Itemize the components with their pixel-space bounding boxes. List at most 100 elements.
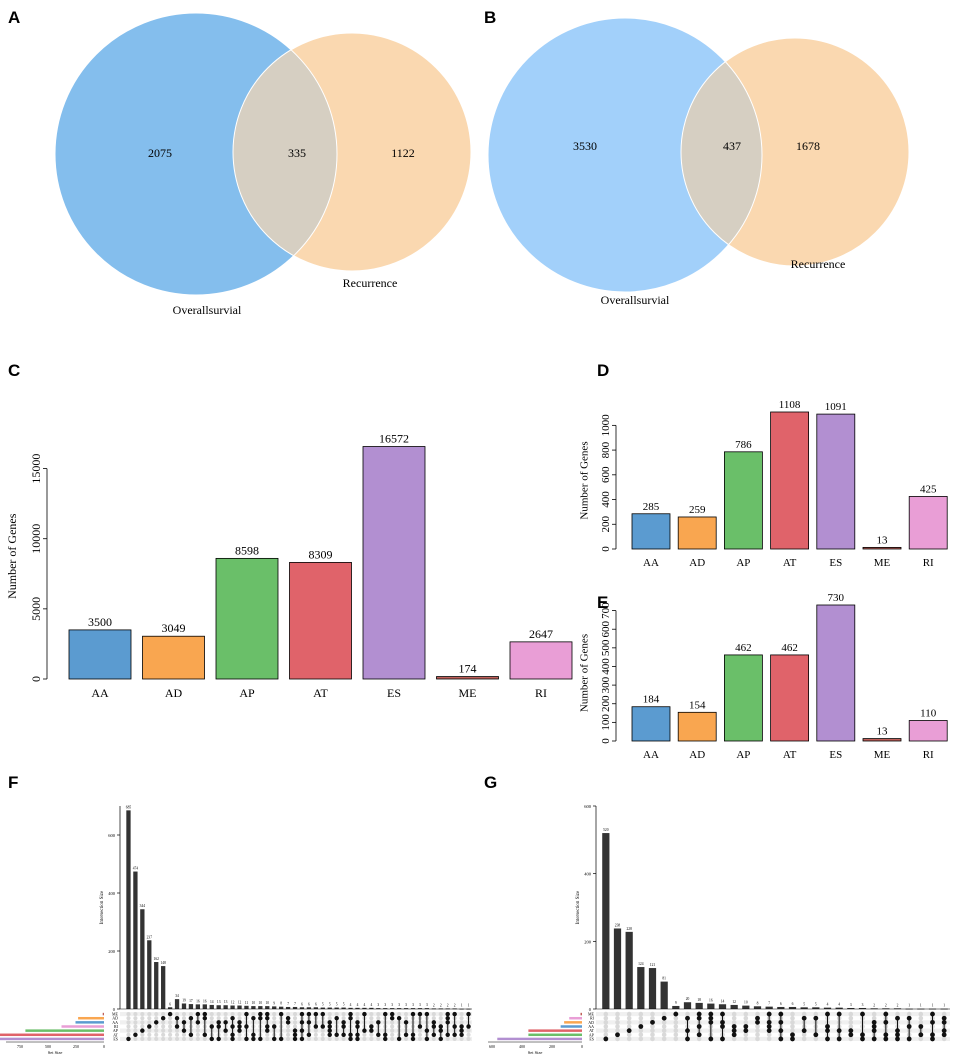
matrix-active-dot bbox=[860, 1036, 865, 1042]
matrix-empty-dot bbox=[223, 1011, 228, 1017]
bar-at bbox=[770, 654, 809, 742]
matrix-active-dot bbox=[883, 1011, 889, 1017]
bar-aa bbox=[68, 629, 132, 680]
matrix-empty-dot bbox=[133, 1011, 138, 1017]
matrix-empty-dot bbox=[801, 1036, 807, 1042]
matrix-empty-dot bbox=[918, 1020, 924, 1025]
matrix-active-dot bbox=[188, 1032, 194, 1038]
matrix-active-dot bbox=[801, 1015, 807, 1021]
matrix-active-dot bbox=[438, 1028, 443, 1033]
y-tick-label: 10000 bbox=[29, 524, 43, 554]
intersection-bar bbox=[154, 962, 159, 1009]
matrix-empty-dot bbox=[195, 1036, 200, 1042]
intersection-bar-value: 4 bbox=[350, 1003, 352, 1007]
matrix-empty-dot bbox=[848, 1015, 854, 1021]
matrix-empty-dot bbox=[168, 1028, 173, 1033]
matrix-empty-dot bbox=[369, 1020, 374, 1025]
intersection-bar bbox=[202, 1004, 207, 1009]
intersection-bar-value: 2 bbox=[447, 1003, 449, 1007]
intersection-bar-value: 34 bbox=[175, 994, 179, 998]
matrix-active-dot bbox=[459, 1032, 464, 1038]
matrix-empty-dot bbox=[195, 1032, 200, 1037]
intersection-bar bbox=[730, 1004, 738, 1009]
matrix-active-dot bbox=[720, 1011, 725, 1017]
intersection-y-tick-label: 0 bbox=[113, 1007, 116, 1012]
matrix-active-dot bbox=[410, 1036, 416, 1042]
matrix-active-dot bbox=[825, 1011, 830, 1017]
matrix-active-dot bbox=[685, 1036, 690, 1042]
matrix-empty-dot bbox=[918, 1011, 924, 1017]
matrix-active-dot bbox=[895, 1032, 900, 1038]
matrix-empty-dot bbox=[181, 1016, 187, 1021]
intersection-bar-value: 19 bbox=[182, 998, 186, 1002]
matrix-empty-dot bbox=[292, 1016, 298, 1021]
matrix-active-dot bbox=[271, 1024, 277, 1029]
set-name-label: RI bbox=[590, 1016, 595, 1021]
matrix-active-dot bbox=[306, 1020, 312, 1025]
matrix-active-dot bbox=[720, 1024, 725, 1029]
matrix-active-dot bbox=[941, 1032, 947, 1038]
matrix-empty-dot bbox=[685, 1011, 690, 1017]
venn-b-right-count: 1678 bbox=[796, 139, 820, 153]
intersection-bar-value: 8 bbox=[280, 1002, 282, 1006]
bar-ad bbox=[677, 711, 717, 742]
matrix-active-dot bbox=[673, 1011, 679, 1017]
intersection-bar-value: 7 bbox=[287, 1002, 289, 1006]
intersection-bar bbox=[369, 1007, 374, 1009]
matrix-active-dot bbox=[883, 1036, 889, 1042]
matrix-empty-dot bbox=[133, 1024, 138, 1029]
intersection-bar bbox=[893, 1008, 902, 1010]
matrix-empty-dot bbox=[355, 1011, 360, 1017]
matrix-empty-dot bbox=[292, 1020, 298, 1025]
matrix-empty-dot bbox=[941, 1011, 947, 1017]
intersection-bar-value: 2 bbox=[433, 1003, 435, 1007]
set-name-label: RI bbox=[114, 1024, 119, 1029]
matrix-active-dot bbox=[848, 1032, 854, 1038]
matrix-empty-dot bbox=[216, 1011, 221, 1017]
matrix-empty-dot bbox=[272, 1016, 277, 1021]
matrix-active-dot bbox=[285, 1015, 291, 1021]
set-size-bar-es bbox=[497, 1037, 582, 1041]
matrix-active-dot bbox=[445, 1020, 450, 1025]
matrix-active-dot bbox=[731, 1024, 737, 1029]
bar-ri bbox=[908, 496, 948, 550]
matrix-active-dot bbox=[941, 1028, 947, 1034]
matrix-empty-dot bbox=[638, 1032, 644, 1038]
matrix-active-dot bbox=[313, 1024, 319, 1029]
matrix-empty-dot bbox=[906, 1011, 912, 1017]
matrix-empty-dot bbox=[376, 1011, 381, 1017]
intersection-bar bbox=[341, 1007, 346, 1009]
matrix-empty-dot bbox=[174, 1028, 180, 1033]
matrix-active-dot bbox=[871, 1036, 877, 1042]
bar-me bbox=[436, 676, 499, 680]
bar-value-label: 8598 bbox=[235, 543, 259, 557]
matrix-empty-dot bbox=[650, 1028, 655, 1033]
intersection-bar bbox=[313, 1007, 319, 1009]
bar-at bbox=[289, 562, 352, 680]
matrix-empty-dot bbox=[292, 1024, 298, 1029]
matrix-active-dot bbox=[836, 1028, 842, 1034]
intersection-bar-value: 3 bbox=[419, 1003, 421, 1007]
matrix-empty-dot bbox=[626, 1011, 632, 1017]
intersection-bar-value: 5 bbox=[343, 1003, 345, 1007]
matrix-empty-dot bbox=[650, 1015, 655, 1021]
intersection-bar bbox=[223, 1005, 228, 1009]
matrix-empty-dot bbox=[126, 1016, 131, 1021]
matrix-empty-dot bbox=[731, 1015, 737, 1021]
x-tick-label: AT bbox=[783, 557, 797, 569]
set-size-bar-ri bbox=[61, 1025, 104, 1028]
matrix-empty-dot bbox=[626, 1015, 632, 1021]
matrix-active-dot bbox=[383, 1036, 388, 1042]
matrix-active-dot bbox=[327, 1028, 332, 1033]
matrix-active-dot bbox=[237, 1020, 242, 1025]
matrix-empty-dot bbox=[755, 1036, 760, 1042]
matrix-active-dot bbox=[766, 1024, 772, 1029]
venn-a-left-count: 2075 bbox=[148, 146, 172, 160]
intersection-bar bbox=[209, 1004, 214, 1009]
matrix-active-dot bbox=[181, 1020, 187, 1025]
matrix-active-dot bbox=[292, 1036, 298, 1042]
matrix-active-dot bbox=[244, 1024, 249, 1029]
matrix-empty-dot bbox=[626, 1036, 632, 1042]
bar-value-label: 462 bbox=[781, 642, 798, 654]
matrix-active-dot bbox=[445, 1011, 450, 1017]
